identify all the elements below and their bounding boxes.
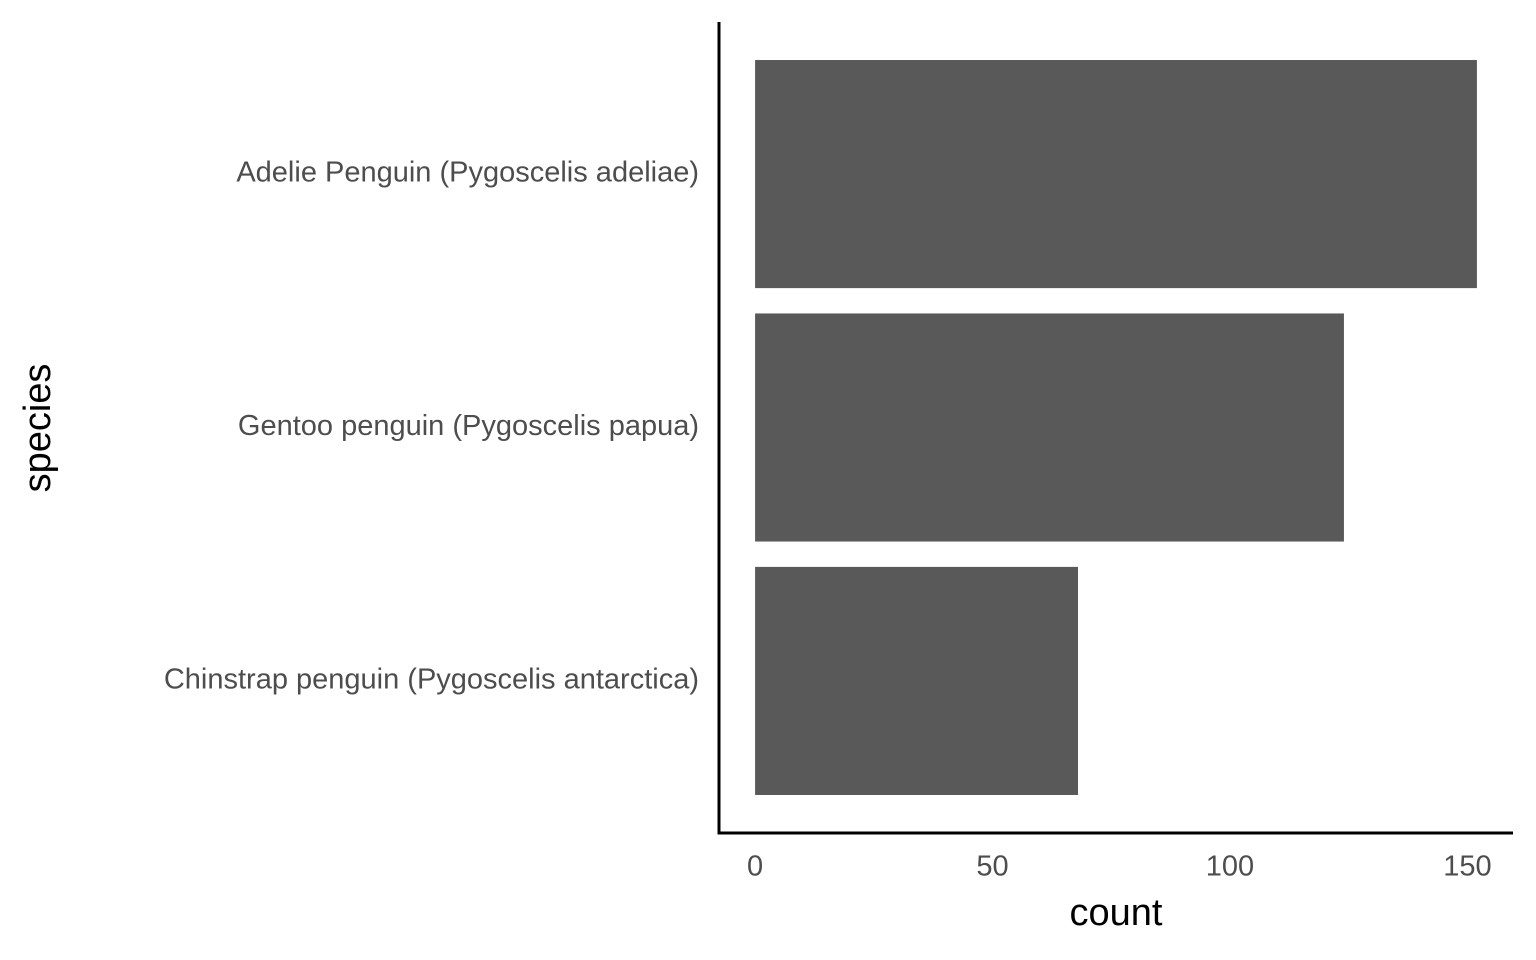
bar	[755, 566, 1079, 795]
x-tick-label: 0	[747, 851, 763, 883]
x-tick-label: 100	[1206, 851, 1254, 883]
y-tick-label: Gentoo penguin (Pygoscelis papua)	[238, 410, 699, 442]
bar	[755, 313, 1344, 542]
y-tick-label: Adelie Penguin (Pygoscelis adeliae)	[236, 157, 699, 189]
x-axis-title: count	[1070, 892, 1163, 934]
bar	[755, 60, 1477, 289]
y-axis-title: species	[17, 364, 59, 493]
y-tick-label: Chinstrap penguin (Pygoscelis antarctica…	[164, 664, 699, 696]
x-tick-label: 50	[976, 851, 1008, 883]
x-tick-label: 150	[1443, 851, 1491, 883]
